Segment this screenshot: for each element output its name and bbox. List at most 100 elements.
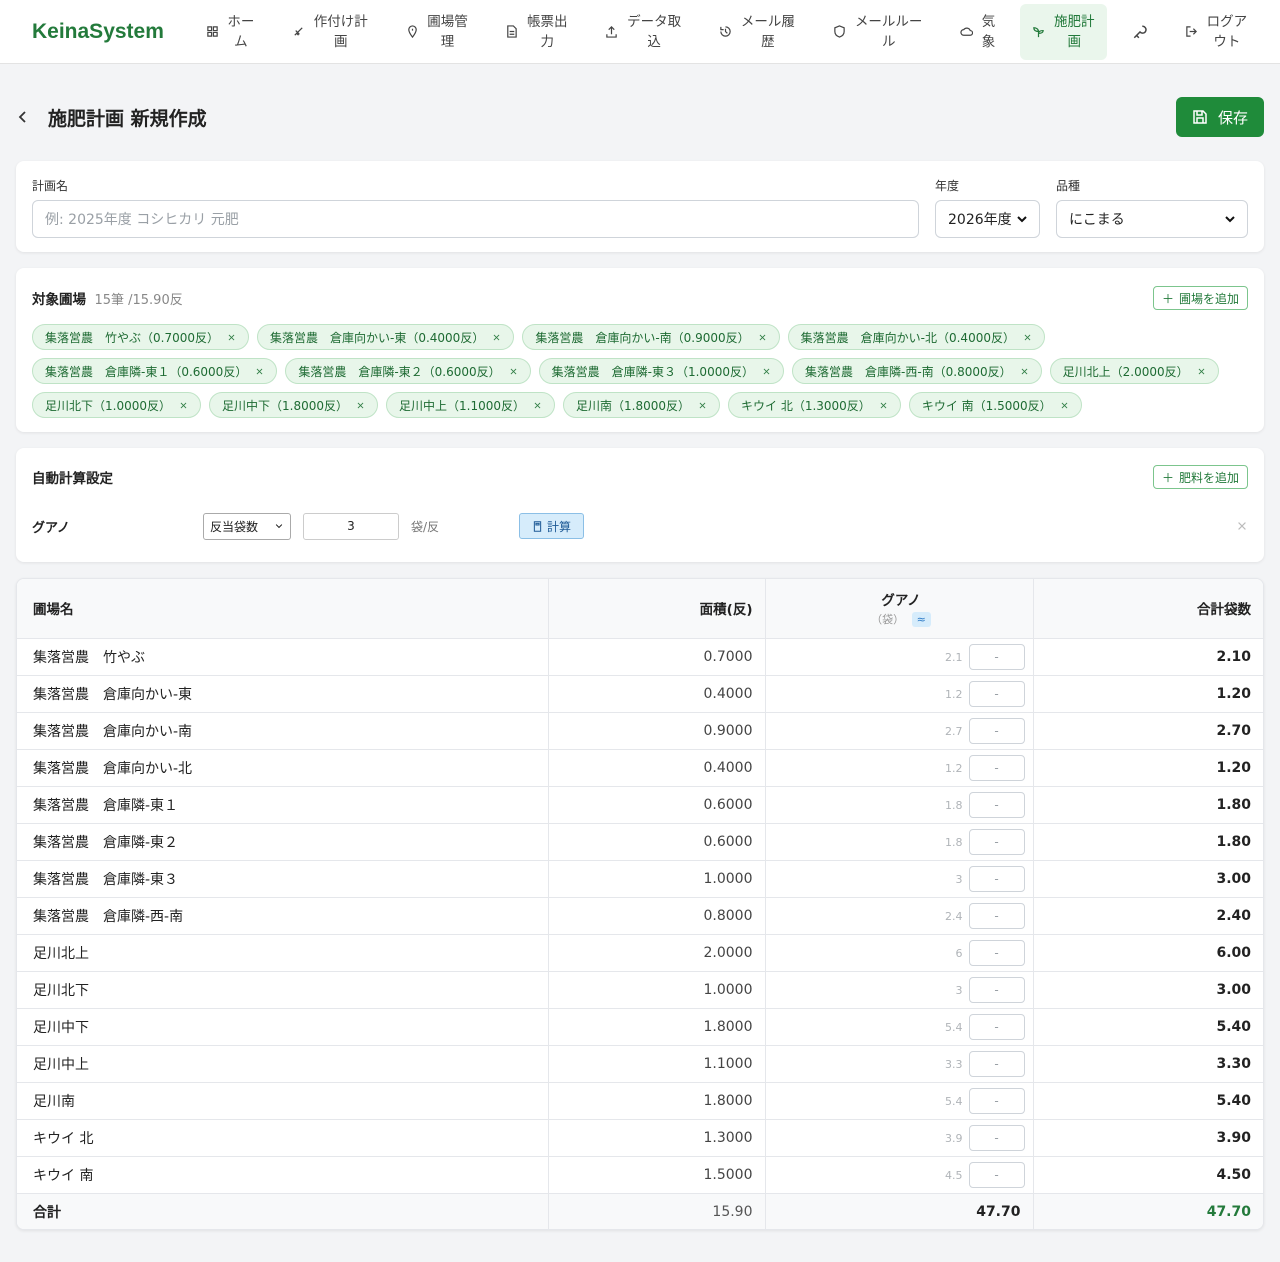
chip-label: 集落営農 倉庫隣-東１（0.6000反） — [45, 364, 248, 379]
icon — [606, 26, 617, 38]
bag-input[interactable]: - — [968, 1161, 1025, 1188]
year-field: 年度 2026年度 — [935, 177, 1040, 238]
chip-remove[interactable] — [879, 401, 888, 410]
nav-item[interactable]: 作付け計画 — [280, 4, 381, 60]
chip-label: 集落営農 倉庫隣-東２（0.6000反） — [298, 364, 501, 379]
bag-input[interactable]: - — [968, 865, 1025, 892]
key-button[interactable] — [1120, 4, 1160, 60]
chip-remove[interactable] — [227, 333, 236, 342]
nav-item[interactable]: ログアウト — [1173, 4, 1260, 60]
fertilizer-cell: 2.4- — [764, 897, 1033, 935]
bag-input[interactable]: - — [968, 717, 1025, 744]
bag-input[interactable]: - — [968, 1087, 1025, 1114]
bag-input[interactable]: - — [968, 976, 1025, 1003]
chip-remove[interactable] — [762, 367, 771, 376]
footer-row: 合計 15.90 47.70 47.70 — [17, 1193, 1263, 1229]
method-select[interactable]: 反当袋数 — [203, 512, 291, 540]
nav-item[interactable]: メール履歴 — [707, 4, 808, 60]
table-row: 集落営農 倉庫隣-東２ 0.6000 1.8-1.80 — [17, 823, 1263, 861]
variety-select[interactable]: にこまる — [1056, 200, 1248, 238]
back-icon[interactable] — [16, 110, 30, 124]
add-fertilizer-button[interactable]: ＋ 肥料を追加 — [1152, 465, 1248, 489]
bag-input[interactable]: - — [968, 1124, 1025, 1151]
chip-remove[interactable] — [758, 333, 767, 342]
icon — [720, 26, 731, 37]
chip-remove[interactable] — [509, 367, 518, 376]
field-chip: 足川北下（1.0000反） — [32, 392, 201, 418]
icon — [759, 334, 766, 340]
plan-name-input[interactable]: 例: 2025年度 コシヒカリ 元肥 — [32, 200, 919, 238]
brand[interactable]: KeinaSystem — [32, 19, 164, 43]
area: 1.1000 — [547, 1045, 765, 1083]
calc-button[interactable]: 計算 — [519, 513, 585, 539]
year-select[interactable]: 2026年度 — [935, 200, 1040, 238]
suggested: 5.4 — [945, 1020, 963, 1034]
nav-item[interactable]: 施肥計画 — [1020, 3, 1108, 60]
unit: 袋/反 — [411, 519, 440, 534]
table-card: 圃場名 面積(反) グアノ （袋） ≈ 合計袋数 集落営農 竹やぶ 0.7000 2.… — [16, 578, 1264, 1230]
nav-item[interactable]: メールルール — [821, 4, 936, 60]
chip-remove[interactable] — [1023, 333, 1032, 342]
nav-label: ホーム — [227, 13, 255, 50]
bag-input[interactable]: - — [968, 791, 1025, 818]
icon — [294, 27, 303, 36]
row-total: 5.40 — [1032, 1082, 1263, 1120]
chip-label: 足川南（1.8000反） — [576, 398, 690, 413]
plus: ＋ — [1161, 291, 1174, 306]
bag-input[interactable]: - — [968, 1050, 1025, 1077]
icon — [256, 368, 263, 374]
bag-input[interactable]: - — [968, 1013, 1025, 1040]
table-row: 集落営農 倉庫向かい-東 0.4000 1.2-1.20 — [17, 675, 1263, 713]
form-card: 計画名 例: 2025年度 コシヒカリ 元肥 年度 2026年度 品種 にこまる — [16, 161, 1264, 252]
variety-field: 品種 にこまる — [1056, 177, 1248, 238]
add-field-button[interactable]: ＋ 圃場を追加 — [1152, 286, 1248, 310]
chip-remove[interactable] — [492, 333, 501, 342]
chip-remove[interactable] — [255, 367, 264, 376]
fertilizer-name: グアノ — [32, 520, 70, 536]
field-name: 集落営農 倉庫隣-西-南 — [17, 897, 548, 935]
bag-input[interactable]: - — [968, 828, 1025, 855]
nav-item[interactable]: 圃場管理 — [394, 4, 481, 60]
area: 0.7000 — [547, 638, 765, 676]
nav-item[interactable]: 気象 — [948, 4, 1007, 60]
chip-label: 集落営農 倉庫向かい-東（0.4000反） — [270, 330, 485, 345]
nav-item[interactable]: ホーム — [194, 4, 267, 60]
chip-remove[interactable] — [533, 401, 542, 410]
save-button[interactable]: 保存 — [1175, 97, 1264, 137]
bag-input[interactable]: - — [968, 939, 1025, 966]
chip-label: 足川北下（1.0000反） — [45, 398, 171, 413]
field-name: 足川北上 — [17, 934, 548, 972]
chip-remove[interactable] — [179, 401, 188, 410]
fert-unit: （袋） — [871, 613, 905, 627]
field-name: キウイ 北 — [17, 1119, 548, 1157]
chip-remove[interactable] — [1020, 367, 1029, 376]
bag-input[interactable]: - — [968, 902, 1025, 929]
suggested: 1.8 — [945, 835, 963, 849]
auto-row: グアノ 反当袋数 3 袋/反 計算 — [32, 512, 1248, 540]
chip-remove[interactable] — [1197, 367, 1206, 376]
field-name: 集落営農 倉庫隣-東２ — [17, 823, 548, 861]
field-chip: 集落営農 倉庫向かい-東（0.4000反） — [257, 324, 515, 350]
field-name: キウイ 南 — [17, 1156, 548, 1194]
area: 0.9000 — [547, 712, 765, 750]
chip-remove[interactable] — [1060, 401, 1069, 410]
chevron — [1225, 216, 1235, 223]
chip-remove[interactable] — [356, 401, 365, 410]
chip-label: キウイ 南（1.5000反） — [921, 398, 1052, 413]
nav-item[interactable]: 帳票出力 — [493, 4, 580, 60]
chip-remove[interactable] — [698, 401, 707, 410]
bag-input[interactable]: - — [968, 754, 1025, 781]
approx-button[interactable]: ≈ — [911, 612, 931, 628]
fields-summary: 15筆 /15.90反 — [94, 293, 183, 308]
fertilizer-cell: 1.8- — [764, 786, 1033, 824]
bag-input[interactable]: - — [968, 643, 1025, 670]
nav-item[interactable]: データ取込 — [593, 4, 694, 60]
icon — [180, 402, 187, 408]
field-name: 足川中上 — [17, 1045, 548, 1083]
amount-input[interactable]: 3 — [303, 512, 399, 540]
page-header: 施肥計画 新規作成 保存 — [0, 64, 1280, 161]
icon — [699, 402, 706, 408]
field-chip: 集落営農 倉庫向かい-南（0.9000反） — [522, 324, 780, 350]
bag-input[interactable]: - — [968, 680, 1025, 707]
remove-row[interactable] — [1236, 520, 1248, 532]
